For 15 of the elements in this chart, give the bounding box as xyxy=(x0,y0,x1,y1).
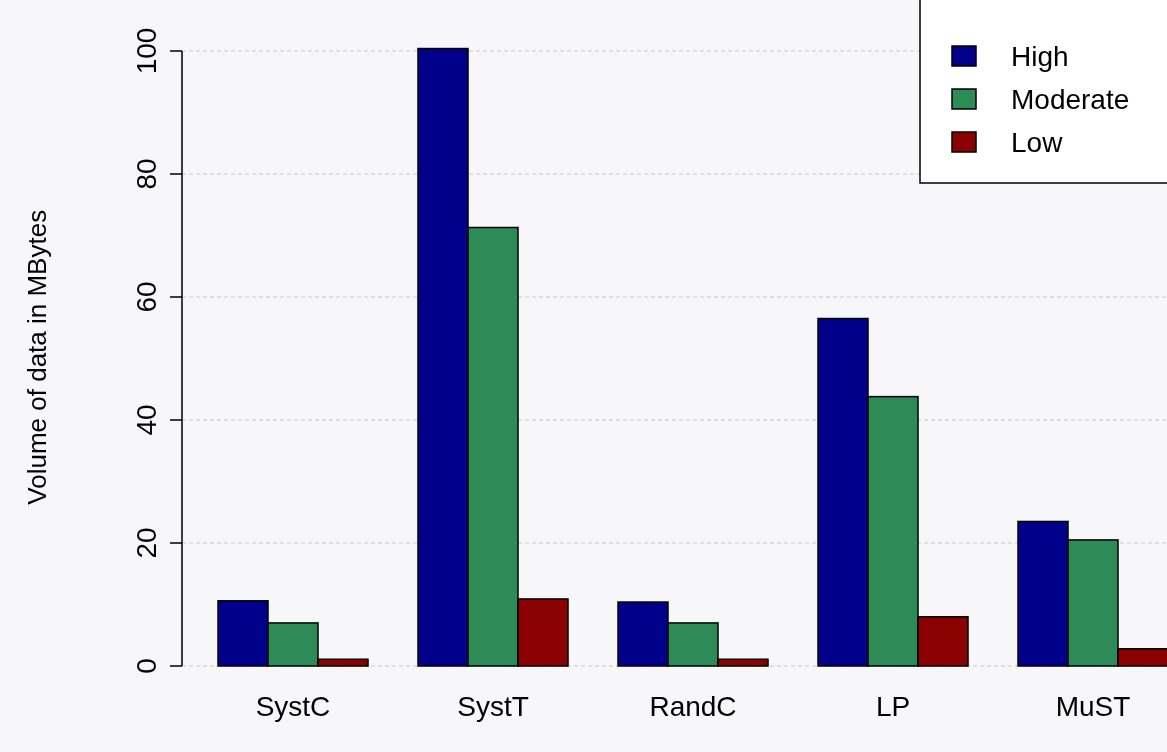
legend-label: High xyxy=(1011,40,1069,72)
x-tick-label: RandC xyxy=(649,691,737,722)
y-tick-label: 100 xyxy=(130,27,162,75)
y-tick-label: 80 xyxy=(130,158,162,190)
x-tick-label: LP xyxy=(875,691,911,722)
x-tick-label: MuST xyxy=(1055,691,1131,722)
y-tick-label: 60 xyxy=(130,281,162,313)
x-tick-label: SystT xyxy=(457,691,529,722)
y-tick-label: 20 xyxy=(130,527,162,559)
legend-label: Low xyxy=(1011,126,1064,158)
y-axis-title: Volume of data in MBytes xyxy=(22,209,52,505)
legend-label: Moderate xyxy=(1011,83,1130,115)
y-tick-label: 40 xyxy=(130,404,162,436)
x-tick-label: SystC xyxy=(255,691,331,722)
y-tick-label: 0 xyxy=(130,658,162,674)
